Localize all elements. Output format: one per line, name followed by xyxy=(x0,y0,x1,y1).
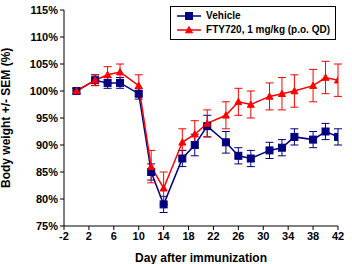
svg-text:2: 2 xyxy=(86,230,92,242)
svg-text:22: 22 xyxy=(207,230,219,242)
svg-text:100%: 100% xyxy=(30,85,58,97)
svg-text:10: 10 xyxy=(133,230,145,242)
svg-text:42: 42 xyxy=(332,230,344,242)
svg-text:6: 6 xyxy=(111,230,117,242)
html-text:FTY720, 1 mg/kg (p.o. QD): FTY720, 1 mg/kg (p.o. QD) xyxy=(206,24,330,35)
svg-text:95%: 95% xyxy=(36,112,58,124)
svg-text:-2: -2 xyxy=(59,230,69,242)
svg-text:26: 26 xyxy=(232,230,244,242)
svg-text:85%: 85% xyxy=(36,166,58,178)
html-text:Vehicle: Vehicle xyxy=(206,10,241,21)
svg-text:14: 14 xyxy=(158,230,171,242)
svg-text:Body weight +/- SEM (%): Body weight +/- SEM (%) xyxy=(8,48,13,188)
svg-text:30: 30 xyxy=(257,230,269,242)
svg-text:18: 18 xyxy=(182,230,194,242)
svg-text:90%: 90% xyxy=(36,139,58,151)
svg-text:115%: 115% xyxy=(30,4,58,16)
svg-text:75%: 75% xyxy=(36,220,58,232)
svg-text:110%: 110% xyxy=(30,31,58,43)
svg-text:38: 38 xyxy=(307,230,319,242)
svg-text:80%: 80% xyxy=(36,193,58,205)
svg-text:Day after immunization: Day after immunization xyxy=(135,251,267,264)
svg-text:34: 34 xyxy=(282,230,295,242)
svg-text:105%: 105% xyxy=(30,58,58,70)
